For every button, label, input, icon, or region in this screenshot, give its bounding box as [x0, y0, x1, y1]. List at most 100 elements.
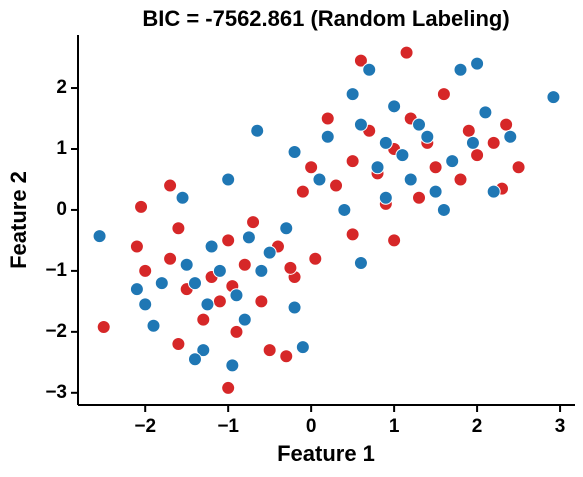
y-tick-label: −1: [45, 260, 67, 281]
point: [378, 190, 393, 205]
y-tick-label: 1: [56, 138, 67, 159]
point: [461, 123, 476, 138]
y-tick-label: 2: [56, 77, 67, 98]
point: [470, 148, 485, 163]
point: [221, 233, 236, 248]
point: [179, 257, 194, 272]
point: [399, 45, 414, 60]
y-tick-label: −2: [45, 321, 67, 342]
point: [200, 297, 215, 312]
point: [499, 117, 514, 132]
point: [129, 282, 144, 297]
point: [295, 340, 310, 355]
point: [171, 221, 186, 236]
point: [308, 251, 323, 266]
point: [304, 160, 319, 175]
point: [478, 105, 493, 120]
point: [453, 62, 468, 77]
point: [453, 172, 468, 187]
point: [337, 202, 352, 217]
point: [387, 233, 402, 248]
point: [403, 172, 418, 187]
point: [287, 145, 302, 160]
point: [96, 319, 111, 334]
point: [470, 56, 485, 71]
point: [486, 135, 501, 150]
point: [420, 129, 435, 144]
point: [428, 184, 443, 199]
point: [212, 263, 227, 278]
point: [129, 239, 144, 254]
point: [138, 297, 153, 312]
point: [134, 199, 149, 214]
x-tick-label: 3: [555, 416, 566, 437]
point: [212, 294, 227, 309]
point: [353, 117, 368, 132]
y-tick-label: 0: [56, 199, 67, 220]
point: [428, 160, 443, 175]
point: [345, 87, 360, 102]
point: [237, 257, 252, 272]
point: [387, 99, 402, 114]
y-tick-label: −3: [45, 382, 67, 403]
point: [196, 312, 211, 327]
point: [362, 62, 377, 77]
point: [279, 349, 294, 364]
point: [279, 221, 294, 236]
point: [353, 255, 368, 270]
point: [503, 129, 518, 144]
point: [175, 190, 190, 205]
x-tick-label: 2: [472, 416, 483, 437]
point: [436, 87, 451, 102]
point: [254, 263, 269, 278]
point: [320, 129, 335, 144]
point: [163, 251, 178, 266]
point: [412, 117, 427, 132]
point: [329, 178, 344, 193]
point: [229, 288, 244, 303]
point: [204, 239, 219, 254]
point: [370, 160, 385, 175]
point: [146, 318, 161, 333]
point: [225, 358, 240, 373]
x-tick-label: −2: [134, 416, 156, 437]
x-tick-label: 1: [389, 416, 400, 437]
point: [221, 172, 236, 187]
point: [412, 190, 427, 205]
point: [283, 260, 298, 275]
point: [312, 172, 327, 187]
point: [486, 184, 501, 199]
point: [465, 135, 480, 150]
point: [262, 343, 277, 358]
point: [320, 111, 335, 126]
point: [511, 160, 526, 175]
point: [138, 263, 153, 278]
point: [250, 123, 265, 138]
point: [163, 178, 178, 193]
x-tick-label: −1: [217, 416, 239, 437]
point: [241, 230, 256, 245]
y-axis-label: Feature 2: [6, 171, 31, 269]
point: [378, 135, 393, 150]
point: [229, 324, 244, 339]
point: [262, 245, 277, 260]
point: [92, 229, 107, 244]
point: [345, 154, 360, 169]
point: [345, 227, 360, 242]
point: [246, 215, 261, 230]
point: [171, 337, 186, 352]
point: [187, 276, 202, 291]
point: [436, 202, 451, 217]
point: [154, 276, 169, 291]
point: [237, 312, 252, 327]
point: [254, 294, 269, 309]
point: [546, 90, 561, 105]
point: [295, 184, 310, 199]
point: [187, 352, 202, 367]
x-tick-label: 0: [306, 416, 317, 437]
point: [196, 343, 211, 358]
point: [287, 300, 302, 315]
point: [445, 154, 460, 169]
